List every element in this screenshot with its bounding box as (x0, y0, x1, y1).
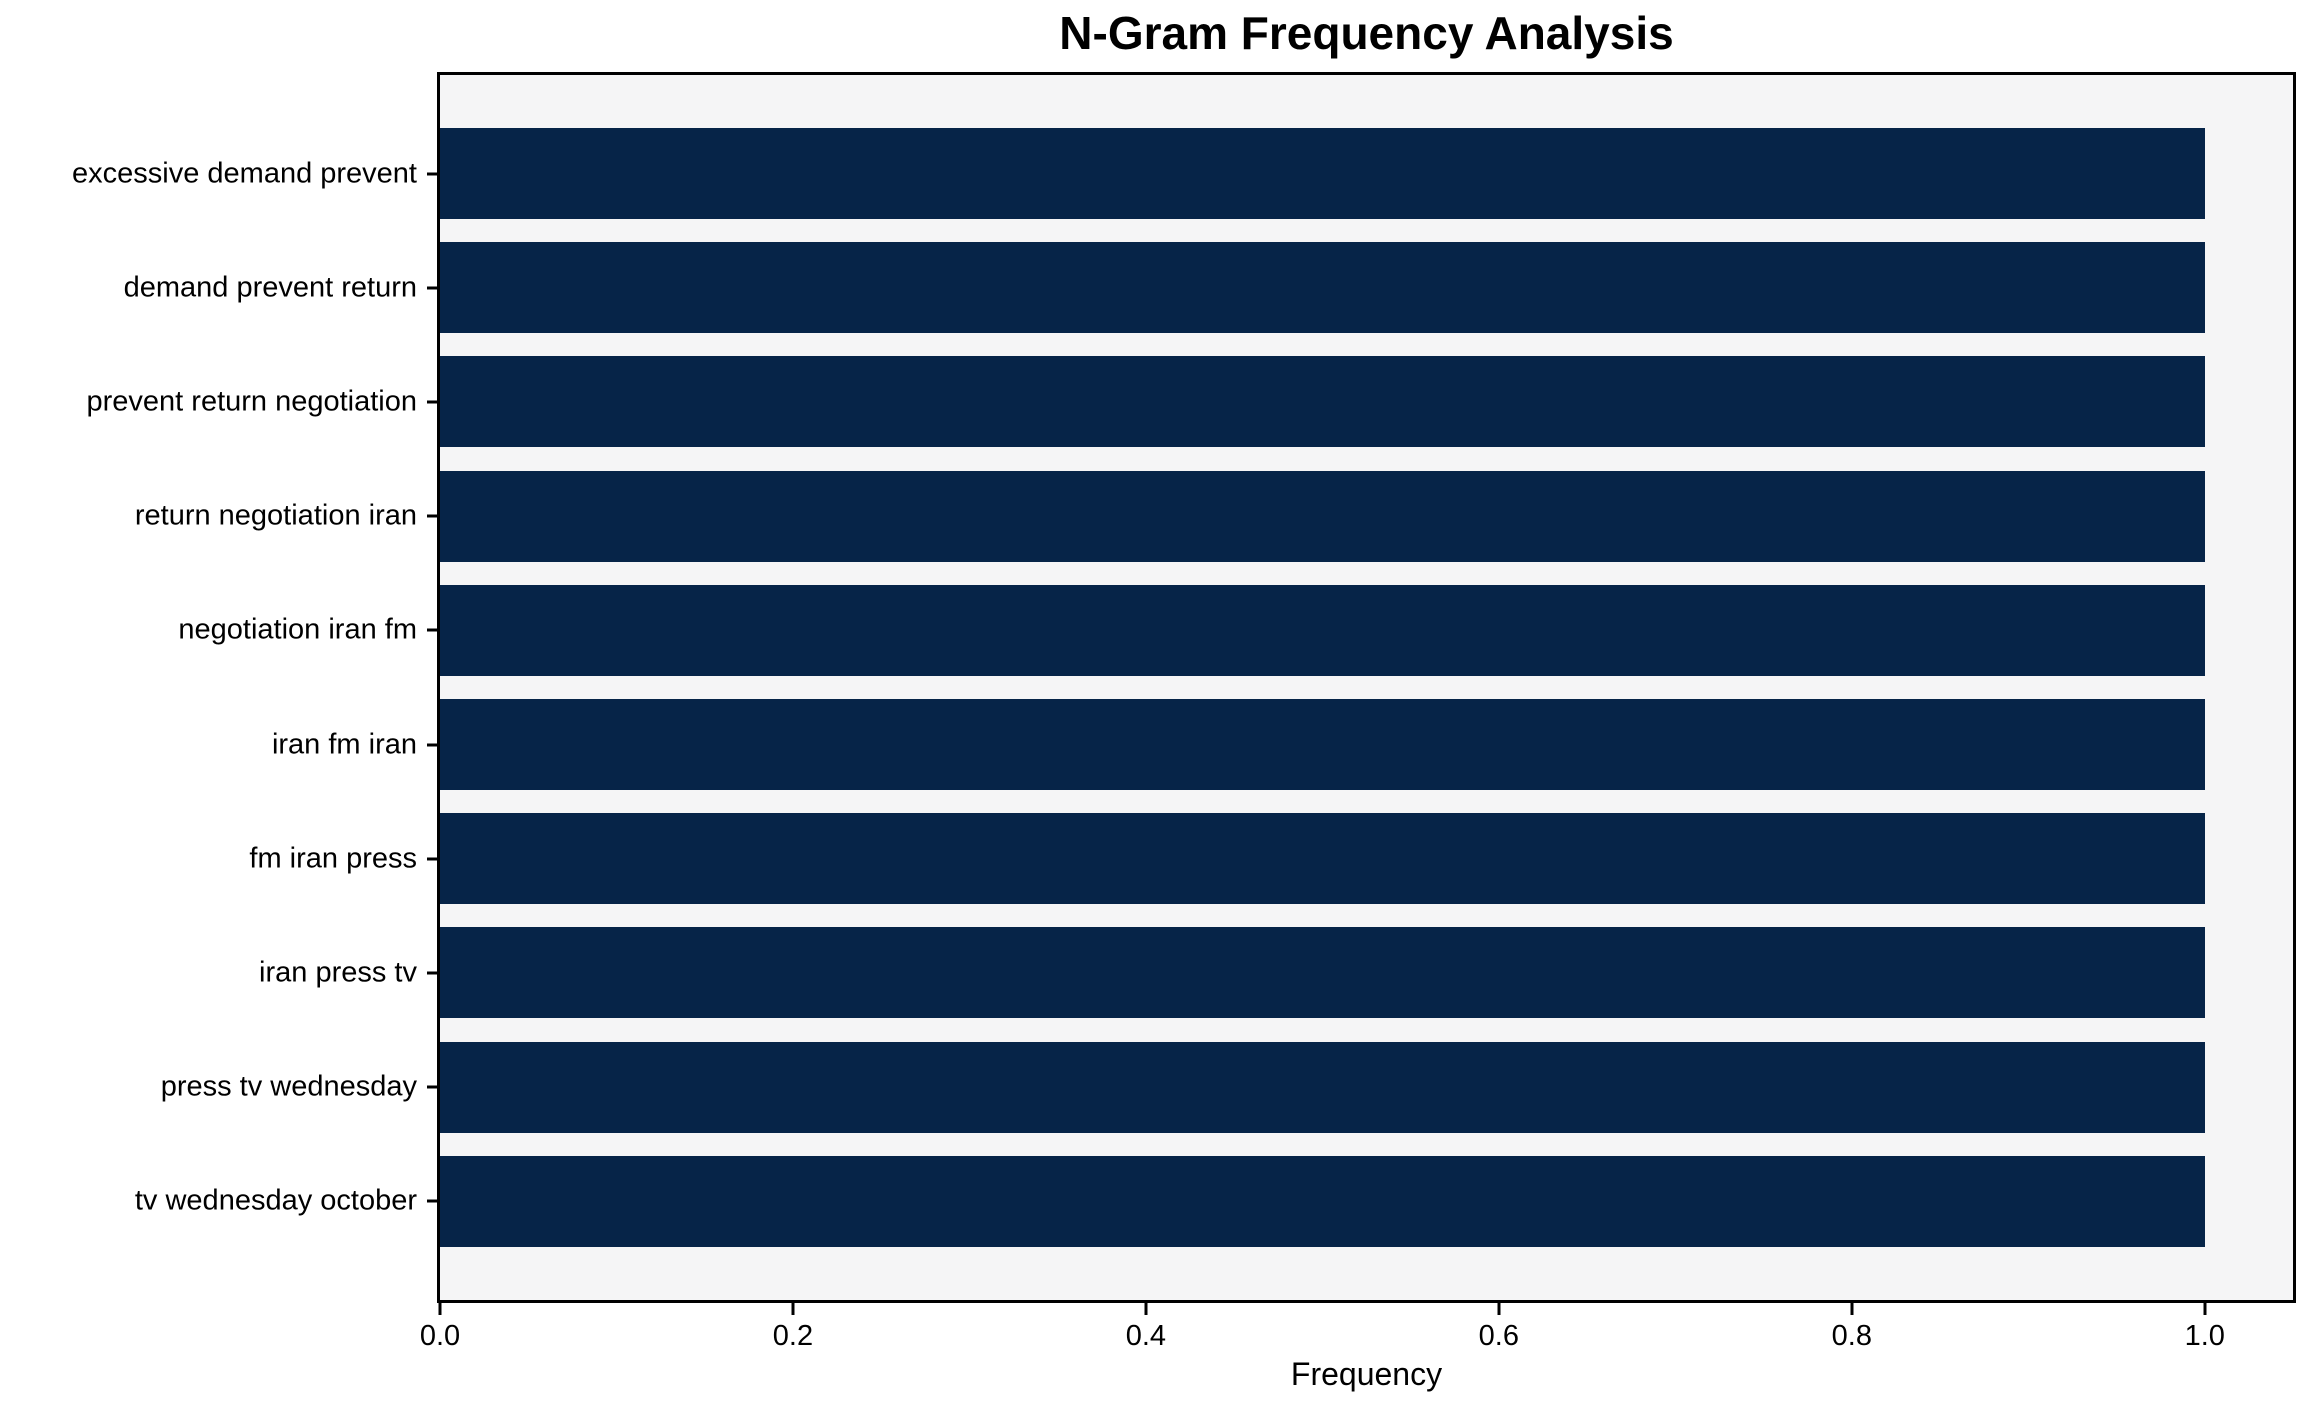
bar (440, 128, 2205, 219)
bar (440, 699, 2205, 790)
y-tick-label: prevent return negotiation (86, 385, 418, 418)
y-tick-label: iran press tv (259, 956, 417, 989)
y-tick-label: iran fm iran (271, 728, 417, 760)
bar (440, 1155, 2205, 1247)
x-tick-label: 0.4 (1125, 1320, 1167, 1352)
bar (440, 1041, 2205, 1133)
x-tick-label: 0.0 (419, 1320, 461, 1352)
x-axis-label: Frequency (1290, 1356, 1443, 1392)
y-tick-mark (427, 400, 437, 404)
y-tick-label: tv wednesday october (134, 1184, 417, 1217)
chart-title: N-Gram Frequency Analysis (1059, 7, 1674, 59)
y-tick-mark (427, 628, 437, 632)
y-tick-label: return negotiation iran (134, 499, 417, 532)
y-tick-mark (427, 743, 437, 746)
bar (440, 813, 2205, 905)
y-tick-label: press tv wednesday (160, 1070, 417, 1103)
y-tick-mark (427, 172, 437, 175)
y-tick-mark (427, 1085, 437, 1089)
x-tick-mark (2203, 1303, 2207, 1315)
bar (440, 584, 2205, 676)
x-tick-mark (1497, 1303, 1501, 1315)
y-tick-label: demand prevent return (123, 271, 417, 304)
y-tick-mark (427, 514, 437, 518)
y-tick-mark (427, 1199, 437, 1203)
x-tick-label: 0.2 (772, 1320, 814, 1352)
y-tick-label: excessive demand prevent (72, 157, 417, 189)
y-tick-mark (427, 857, 437, 861)
x-tick-mark (791, 1303, 795, 1315)
x-tick-label: 0.8 (1831, 1320, 1872, 1352)
x-tick-mark (1144, 1303, 1148, 1315)
x-tick-mark (438, 1303, 442, 1315)
x-tick-mark (1850, 1303, 1854, 1315)
y-tick-label: negotiation iran fm (178, 613, 417, 646)
y-tick-label: fm iran press (249, 842, 417, 875)
plot-area (437, 72, 2296, 1303)
y-tick-mark (427, 971, 437, 975)
x-tick-label: 0.6 (1478, 1320, 1520, 1352)
bar (440, 242, 2205, 334)
bar (440, 927, 2205, 1019)
bar (440, 356, 2205, 448)
x-tick-label: 1.0 (2184, 1320, 2225, 1352)
bar (440, 470, 2205, 562)
y-tick-mark (427, 286, 437, 290)
